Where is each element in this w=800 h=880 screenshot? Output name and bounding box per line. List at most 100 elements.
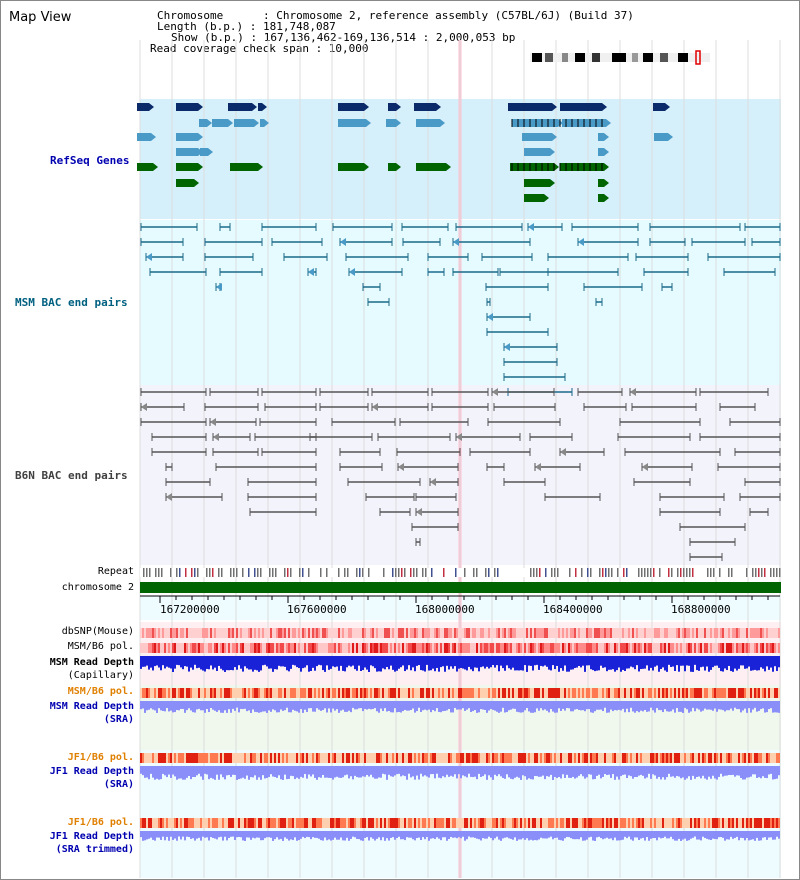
jf1-b6-pol-2-cell bbox=[540, 818, 542, 828]
msm-b6-pol-cell bbox=[350, 643, 352, 653]
msm-depth-sra-bar bbox=[634, 701, 636, 713]
jf1-b6-pol-cell bbox=[752, 753, 754, 763]
jf1-b6-pol-cell bbox=[180, 753, 182, 763]
msm-b6-pol-2-cell bbox=[666, 688, 668, 698]
jf1-depth-trim-bar bbox=[274, 831, 276, 840]
jf1-read-depth-trim-label-2: (SRA trimmed) bbox=[55, 844, 134, 855]
repeat-element bbox=[530, 568, 532, 577]
msm-depth-sra-bar bbox=[306, 701, 308, 712]
msm-b6-pol-2-cell bbox=[728, 688, 730, 698]
repeat-element bbox=[779, 568, 781, 577]
jf1-b6-pol-2-cell bbox=[664, 818, 666, 828]
msm-depth-sra-bar bbox=[244, 701, 246, 709]
repeat-element bbox=[179, 568, 181, 577]
msm-b6-pol-cell bbox=[180, 643, 182, 653]
msm-depth-sra-bar bbox=[392, 701, 394, 713]
msm-depth-cap-bar bbox=[260, 656, 262, 671]
dbsnp-cell bbox=[480, 628, 482, 638]
msm-depth-cap-bar bbox=[620, 656, 622, 672]
msm-depth-sra-bar bbox=[308, 701, 310, 709]
dbsnp-cell bbox=[748, 628, 750, 638]
jf1-depth-trim-bar bbox=[550, 831, 552, 837]
msm-depth-sra-bar bbox=[312, 701, 314, 712]
dbsnp-cell bbox=[224, 628, 226, 638]
jf1-b6-pol-2-cell bbox=[200, 818, 202, 828]
jf1-b6-pol-cell bbox=[154, 753, 156, 763]
jf1-depth-sra-bar bbox=[212, 766, 214, 779]
jf1-b6-pol-2-cell bbox=[270, 818, 272, 828]
msm-depth-sra-bar bbox=[272, 701, 274, 710]
msm-depth-cap-bar bbox=[314, 656, 316, 671]
msm-b6-pol-2-cell bbox=[166, 688, 168, 698]
jf1-b6-pol-cell bbox=[612, 753, 614, 763]
gene-green bbox=[524, 194, 544, 202]
msm-depth-sra-bar bbox=[562, 701, 564, 709]
msm-depth-cap-bar bbox=[596, 656, 598, 671]
dbsnp-cell bbox=[616, 628, 618, 638]
jf1-depth-sra-bar bbox=[372, 766, 374, 778]
jf1-depth-sra-bar bbox=[416, 766, 418, 776]
jf1-depth-trim-bar bbox=[478, 831, 480, 840]
repeat-element bbox=[719, 568, 721, 577]
jf1-b6-pol-2-cell bbox=[620, 818, 622, 828]
msm-b6-pol-cell bbox=[268, 643, 270, 653]
jf1-depth-trim-bar bbox=[164, 831, 166, 841]
repeat-element bbox=[755, 568, 757, 577]
jf1-b6-pol-2-cell bbox=[378, 818, 380, 828]
dbsnp-cell bbox=[212, 628, 214, 638]
jf1-depth-sra-bar bbox=[698, 766, 700, 777]
msm-depth-sra-bar bbox=[408, 701, 410, 711]
jf1-b6-pol-cell bbox=[308, 753, 310, 763]
msm-depth-cap-bar bbox=[458, 656, 460, 669]
jf1-depth-sra-bar bbox=[556, 766, 558, 779]
jf1-b6-pol-2-cell bbox=[532, 818, 534, 828]
repeat-element bbox=[683, 568, 685, 577]
msm-b6-pol-2-cell bbox=[240, 688, 242, 698]
msm-b6-pol-cell bbox=[228, 643, 230, 653]
jf1-depth-trim-bar bbox=[662, 831, 664, 838]
dbsnp-cell bbox=[654, 628, 656, 638]
msm-b6-pol-cell bbox=[740, 643, 742, 653]
msm-depth-cap-bar bbox=[320, 656, 322, 666]
msm-depth-sra-bar bbox=[508, 701, 510, 711]
jf1-b6-pol-cell bbox=[590, 753, 592, 763]
jf1-b6-pol-2-cell bbox=[382, 818, 384, 828]
jf1-depth-sra-bar bbox=[446, 766, 448, 775]
repeat-element bbox=[344, 568, 346, 577]
msm-b6-pol-2-cell bbox=[314, 688, 316, 698]
msm-b6-pol-2-cell bbox=[290, 688, 292, 698]
jf1-depth-trim-bar bbox=[326, 831, 328, 841]
jf1-b6-pol-2-cell bbox=[448, 818, 450, 828]
dbsnp-cell bbox=[340, 628, 342, 638]
jf1-b6-pol-2-cell bbox=[472, 818, 474, 828]
msm-depth-sra-bar bbox=[628, 701, 630, 713]
msm-b6-pol-cell bbox=[538, 643, 540, 653]
msm-b6-pol-2-cell bbox=[752, 688, 754, 698]
repeat-element bbox=[143, 568, 145, 577]
jf1-depth-trim-bar bbox=[444, 831, 446, 838]
dbsnp-cell bbox=[188, 628, 190, 638]
msm-b6-pol-2-cell bbox=[482, 688, 484, 698]
jf1-depth-trim-bar bbox=[536, 831, 538, 841]
msm-depth-cap-bar bbox=[524, 656, 526, 666]
msm-b6-pol-2-cell bbox=[638, 688, 640, 698]
msm-b6-pol-cell bbox=[436, 643, 438, 653]
jf1-b6-pol-2-cell bbox=[548, 818, 550, 828]
msm-depth-sra-bar bbox=[710, 701, 712, 710]
jf1-b6-pol-cell bbox=[274, 753, 276, 763]
repeat-element bbox=[359, 568, 361, 577]
msm-b6-pol-cell bbox=[762, 643, 764, 653]
jf1-depth-sra-bar bbox=[392, 766, 394, 777]
msm-b6-pol-cell bbox=[682, 643, 684, 653]
msm-b6-pol-2-cell bbox=[194, 688, 196, 698]
msm-b6-pol-cell bbox=[748, 643, 750, 653]
msm-depth-cap-bar bbox=[338, 656, 340, 671]
repeat-element bbox=[176, 568, 178, 577]
dbsnp-cell bbox=[184, 628, 186, 638]
jf1-b6-pol-cell bbox=[738, 753, 740, 763]
jf1-depth-trim-bar bbox=[752, 831, 754, 840]
jf1-depth-trim-bar bbox=[638, 831, 640, 841]
jf1-depth-sra-bar bbox=[194, 766, 196, 778]
jf1-depth-sra-bar bbox=[708, 766, 710, 777]
